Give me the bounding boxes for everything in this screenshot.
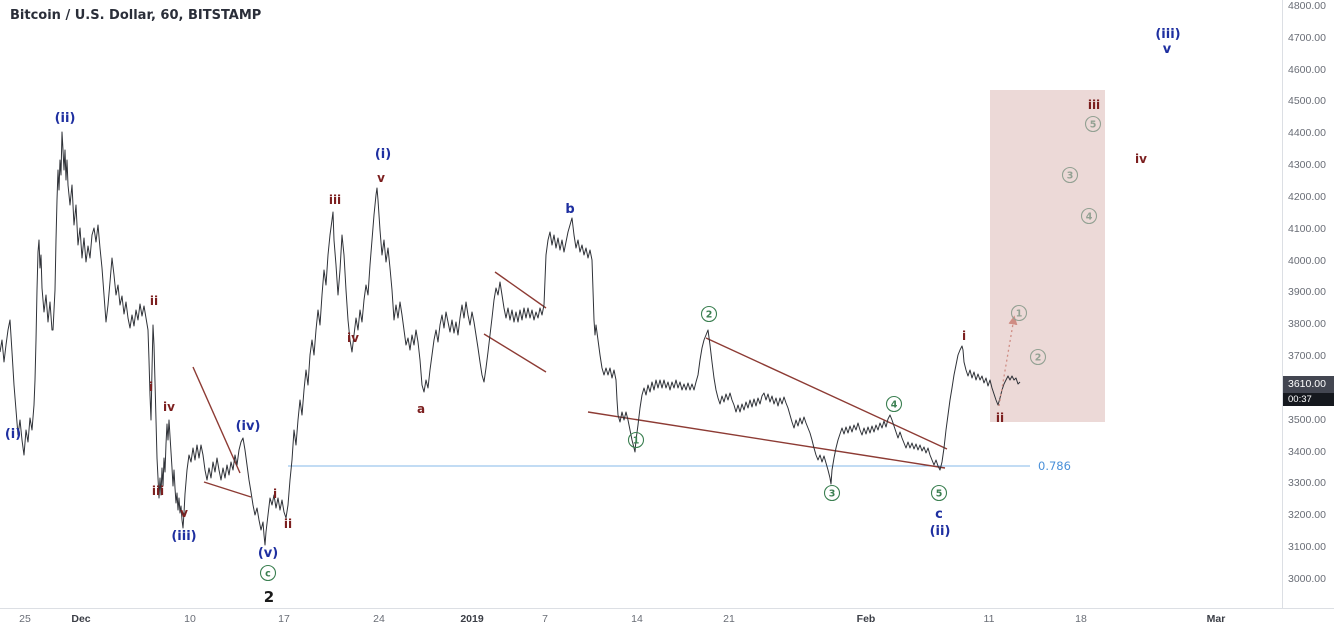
price-axis-tick: 4100.00 <box>1288 222 1326 235</box>
wave-label-26-2[interactable]: 2 <box>264 588 274 606</box>
wave-label-16-i[interactable]: i <box>273 487 277 501</box>
price-series-line <box>0 131 1021 546</box>
wave-label-7-c[interactable]: c <box>935 507 943 522</box>
fib-level-label: 0.786 <box>1038 459 1071 473</box>
wave-circle-5-c[interactable] <box>259 564 277 582</box>
wave-circle-label-0-1: 1 <box>633 436 640 447</box>
wave-label-8-ii[interactable]: (ii) <box>930 524 951 539</box>
wave-circle-10-5[interactable] <box>1084 115 1102 133</box>
price-axis-tick: 3800.00 <box>1288 318 1326 331</box>
time-axis[interactable]: 25 Dec 10 17 24 2019 7 14 21 Feb 11 18 Mar <box>0 608 1334 629</box>
wave-circle-label-9-4: 4 <box>1086 212 1093 223</box>
time-axis-tick: Feb <box>856 613 876 625</box>
wave-label-1-i[interactable]: (i) <box>375 147 391 162</box>
trend-line-2[interactable] <box>192 366 241 474</box>
wave-label-24-iii[interactable]: iii <box>1088 98 1100 112</box>
price-axis-tick: 4400.00 <box>1288 127 1326 140</box>
time-axis-tick: 7 <box>542 613 548 625</box>
price-axis-tick: 4800.00 <box>1288 0 1326 12</box>
wave-label-14-iii[interactable]: iii <box>152 484 164 498</box>
wave-circle-6-1[interactable] <box>1010 304 1028 322</box>
time-axis-tick: 17 <box>278 613 290 625</box>
price-axis-tick: 3100.00 <box>1288 541 1326 554</box>
wave-circle-label-4-5: 5 <box>936 489 943 500</box>
wave-circle-8-3[interactable] <box>1061 166 1079 184</box>
time-axis-tick: 10 <box>184 613 196 625</box>
wave-label-25-iv[interactable]: iv <box>1135 152 1147 166</box>
price-axis-tick: 3000.00 <box>1288 572 1326 585</box>
price-axis-tick: 3700.00 <box>1288 350 1326 363</box>
price-axis-tick: 3200.00 <box>1288 509 1326 522</box>
price-chart-svg[interactable]: 0.786(ii)(i)b(i)(iv)(iii)(v)c(ii)(iii)vi… <box>0 0 1282 608</box>
trend-line-3[interactable] <box>203 481 252 498</box>
trend-line-4[interactable] <box>494 271 547 309</box>
time-axis-tick: 21 <box>723 613 735 625</box>
wave-label-9-iii[interactable]: (iii) <box>1155 27 1180 42</box>
wave-label-22-i[interactable]: i <box>962 329 966 343</box>
wave-circle-label-1-2: 2 <box>706 310 713 321</box>
trend-line-0[interactable] <box>587 411 946 469</box>
wave-label-5-iii[interactable]: (iii) <box>171 529 196 544</box>
wave-circle-7-2[interactable] <box>1029 348 1047 366</box>
wave-circle-4-5[interactable] <box>930 484 948 502</box>
wave-label-11-ii[interactable]: ii <box>150 294 158 308</box>
symbol-title[interactable]: Bitcoin / U.S. Dollar, 60, BITSTAMP <box>10 8 262 23</box>
wave-label-10-v[interactable]: v <box>1163 42 1172 57</box>
wave-circle-3-4[interactable] <box>885 395 903 413</box>
wave-label-3-i[interactable]: (i) <box>5 427 21 442</box>
wave-circle-1-2[interactable] <box>700 305 718 323</box>
time-axis-tick: 18 <box>1075 613 1087 625</box>
wave-circle-label-7-2: 2 <box>1035 353 1042 364</box>
price-axis-tick: 4300.00 <box>1288 159 1326 172</box>
trend-line-1[interactable] <box>705 337 948 450</box>
wave-label-19-iv[interactable]: iv <box>347 331 359 345</box>
price-axis-tick: 4000.00 <box>1288 254 1326 267</box>
time-axis-tick: 25 <box>19 613 31 625</box>
wave-label-0-ii[interactable]: (ii) <box>55 111 76 126</box>
time-axis-tick: 2019 <box>460 613 484 625</box>
time-axis-tick: 14 <box>631 613 643 625</box>
wave-circle-9-4[interactable] <box>1080 207 1098 225</box>
last-price-badge: 3610.00 <box>1283 376 1334 394</box>
wave-label-17-ii[interactable]: ii <box>284 517 292 531</box>
wave-label-21-a[interactable]: a <box>417 402 425 416</box>
wave-circle-label-8-3: 3 <box>1067 171 1074 182</box>
wave-circle-label-6-1: 1 <box>1016 309 1023 320</box>
wave-circle-2-3[interactable] <box>823 484 841 502</box>
chart-canvas[interactable]: 0.786 (ii) (i) b (i) (iv) (iii) (v) c (ii) (iii) v i… <box>0 0 1282 608</box>
wave-label-20-v[interactable]: v <box>377 171 385 185</box>
wave-circle-label-5-c: c <box>265 569 271 580</box>
price-axis-tick: 3500.00 <box>1288 413 1326 426</box>
wave-label-13-iv[interactable]: iv <box>163 400 175 414</box>
price-axis-tick: 4500.00 <box>1288 95 1326 108</box>
price-axis-tick: 3400.00 <box>1288 445 1326 458</box>
wave-label-18-iii[interactable]: iii <box>329 193 341 207</box>
time-axis-tick: 24 <box>373 613 385 625</box>
wave-label-6-v[interactable]: (v) <box>258 546 278 561</box>
wave-label-4-iv[interactable]: (iv) <box>236 419 261 434</box>
time-axis-tick: Mar <box>1206 613 1226 625</box>
wave-label-15-v[interactable]: v <box>180 506 188 520</box>
time-axis-tick: Dec <box>71 613 91 625</box>
wave-circle-label-3-4: 4 <box>891 400 898 411</box>
price-axis[interactable]: 4800.00 4700.00 4600.00 4500.00 4400.00 4300.… <box>1282 0 1334 608</box>
trend-line-5[interactable] <box>483 333 547 373</box>
price-axis-tick: 4700.00 <box>1288 31 1326 44</box>
price-axis-tick: 3900.00 <box>1288 286 1326 299</box>
projection-box[interactable] <box>990 90 1105 422</box>
wave-circle-0-1[interactable] <box>627 431 645 449</box>
wave-circle-label-2-3: 3 <box>829 489 836 500</box>
price-axis-tick: 3300.00 <box>1288 477 1326 490</box>
wave-label-2-b[interactable]: b <box>565 202 574 217</box>
price-axis-tick: 4600.00 <box>1288 63 1326 76</box>
bar-countdown-badge: 00:37 <box>1283 393 1334 407</box>
wave-label-23-ii[interactable]: ii <box>996 411 1004 425</box>
price-axis-tick: 4200.00 <box>1288 190 1326 203</box>
wave-label-12-i[interactable]: i <box>149 380 153 394</box>
time-axis-tick: 11 <box>983 613 995 625</box>
wave-circle-label-10-5: 5 <box>1090 120 1097 131</box>
